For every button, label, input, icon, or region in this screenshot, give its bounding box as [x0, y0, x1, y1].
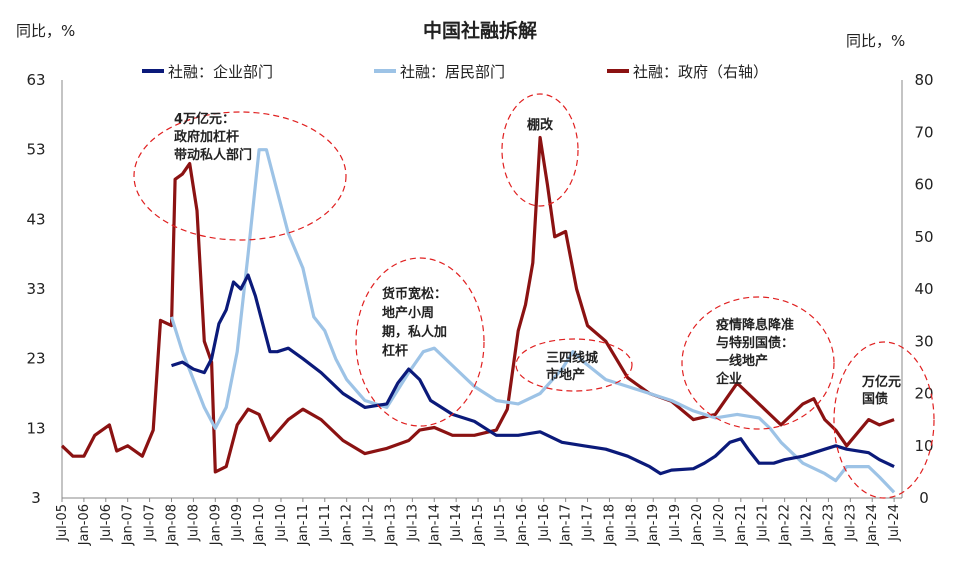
- legend: 社融：企业部门 社融：居民部门 社融：政府（右轴）: [142, 63, 768, 81]
- annotation-text: 杠杆: [382, 343, 408, 359]
- x-tick-label: Jul-07: [143, 504, 158, 542]
- annotation-text: 期，私人加: [382, 324, 447, 340]
- left-tick-label: 63: [26, 71, 45, 89]
- x-tick-label: Jul-12: [362, 504, 377, 542]
- legend-label: 社融：政府（右轴）: [633, 63, 768, 81]
- axes: 63 53 43 33 23 13 3 80 70 60 50 40 30 20 10 0 Jul-05 Jan-…: [26, 71, 933, 546]
- annotation-ellipse: [681, 296, 835, 430]
- left-tick-label: 13: [26, 419, 45, 437]
- annotation-ellipse: [833, 341, 935, 499]
- x-tick-label: Jan-06: [77, 504, 92, 546]
- left-tick-label: 3: [31, 489, 41, 507]
- series-line: [60, 135, 895, 474]
- x-tick-label: Jan-16: [515, 504, 530, 546]
- right-tick-label: 0: [919, 489, 929, 507]
- left-tick-label: 53: [26, 141, 45, 159]
- x-tick-label: Jan-23: [821, 504, 836, 546]
- x-tick-label: Jul-15: [493, 504, 508, 542]
- x-tick-label: Jan-19: [646, 504, 661, 546]
- x-tick-label: Jul-24: [887, 504, 902, 542]
- x-tick-label: Jul-22: [800, 504, 815, 542]
- x-tick-label: Jan-10: [252, 504, 267, 546]
- x-tick-label: Jul-21: [756, 504, 771, 542]
- x-tick-label: Jul-20: [712, 504, 727, 542]
- x-tick-label: Jul-17: [581, 504, 596, 542]
- right-tick-label: 60: [914, 176, 933, 194]
- annotation-text: 一线地产: [716, 353, 768, 369]
- annotation-text: 三四线城: [546, 350, 598, 366]
- x-tick-label: Jul-18: [624, 504, 639, 542]
- x-tick-label: Jan-13: [383, 504, 398, 546]
- legend-label: 社融：居民部门: [400, 63, 505, 81]
- x-tick-label: Jul-05: [55, 504, 70, 542]
- legend-label: 社融：企业部门: [168, 63, 273, 81]
- annotation-text: 棚改: [527, 117, 554, 133]
- annotation-text: 带动私人部门: [174, 147, 252, 163]
- x-tick-label: Jan-12: [340, 504, 355, 546]
- right-tick-label: 40: [914, 280, 933, 298]
- annotation-text: 疫情降息降准: [716, 317, 794, 333]
- right-tick-label: 10: [914, 437, 933, 455]
- x-tick-label: Jan-17: [559, 504, 574, 546]
- annotation-text: 企业: [715, 371, 742, 387]
- annotation-ellipse: [515, 338, 633, 392]
- x-tick-label: Jan-24: [865, 504, 880, 546]
- x-tick-label: Jan-08: [164, 504, 179, 546]
- left-tick-label: 43: [26, 210, 45, 228]
- x-tick-label: Jul-10: [274, 504, 289, 542]
- x-tick-label: Jan-14: [427, 504, 442, 546]
- annotation-ellipse: [133, 111, 347, 241]
- chart-title: 中国社融拆解: [423, 19, 537, 42]
- x-tick-label: Jan-11: [296, 504, 311, 546]
- series-layer: [60, 135, 896, 494]
- x-tick-label: Jul-11: [318, 504, 333, 542]
- x-tick-label: Jul-19: [668, 504, 683, 542]
- x-tick-label: Jul-13: [405, 504, 420, 542]
- right-tick-label: 50: [914, 228, 933, 246]
- x-tick-label: Jan-21: [734, 504, 749, 546]
- annotation-text: 政府加杠杆: [174, 129, 239, 145]
- right-tick-label: 80: [914, 71, 933, 89]
- x-tick-label: Jul-09: [230, 504, 245, 542]
- x-tick-label: Jan-20: [690, 504, 705, 546]
- right-axis-label: 同比，%: [846, 32, 905, 50]
- annotation-text: 地产小周: [382, 305, 434, 321]
- annotation-ellipse: [501, 93, 579, 207]
- x-tick-label: Jan-07: [121, 504, 136, 546]
- left-tick-label: 23: [26, 350, 45, 368]
- right-tick-label: 70: [914, 123, 933, 141]
- annotation-text: 4万亿元：: [174, 111, 235, 127]
- left-tick-label: 33: [26, 280, 45, 298]
- series-line: [171, 273, 895, 476]
- x-tick-label: Jul-06: [99, 504, 114, 542]
- annotation-text: 货币宽松：: [382, 286, 447, 302]
- annotation-text: 市地产: [546, 367, 585, 383]
- x-tick-label: Jul-08: [186, 504, 201, 542]
- annotation-text: 国债: [862, 391, 888, 407]
- left-axis-label: 同比，%: [16, 22, 75, 40]
- annotation-ellipse: [355, 257, 485, 427]
- x-tick-label: Jan-15: [471, 504, 486, 546]
- x-tick-label: Jan-18: [602, 504, 617, 546]
- x-tick-label: Jan-22: [778, 504, 793, 546]
- x-tick-label: Jan-09: [208, 504, 223, 546]
- annotation-text: 与特别国债：: [716, 335, 794, 351]
- annotation-text: 万亿元: [861, 374, 901, 390]
- right-tick-label: 20: [914, 385, 933, 403]
- right-tick-label: 30: [914, 332, 933, 350]
- x-tick-label: Jul-16: [537, 504, 552, 542]
- x-tick-label: Jul-23: [843, 504, 858, 542]
- x-tick-label: Jul-14: [449, 504, 464, 542]
